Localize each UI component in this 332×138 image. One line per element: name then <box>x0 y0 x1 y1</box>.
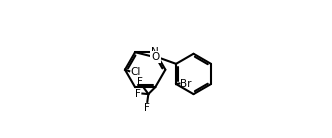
Text: Cl: Cl <box>131 67 141 77</box>
Text: Br: Br <box>180 79 192 88</box>
Text: F: F <box>135 89 141 99</box>
Text: F: F <box>144 103 150 113</box>
Text: N: N <box>151 47 159 57</box>
Text: O: O <box>151 52 160 62</box>
Text: F: F <box>137 77 143 87</box>
